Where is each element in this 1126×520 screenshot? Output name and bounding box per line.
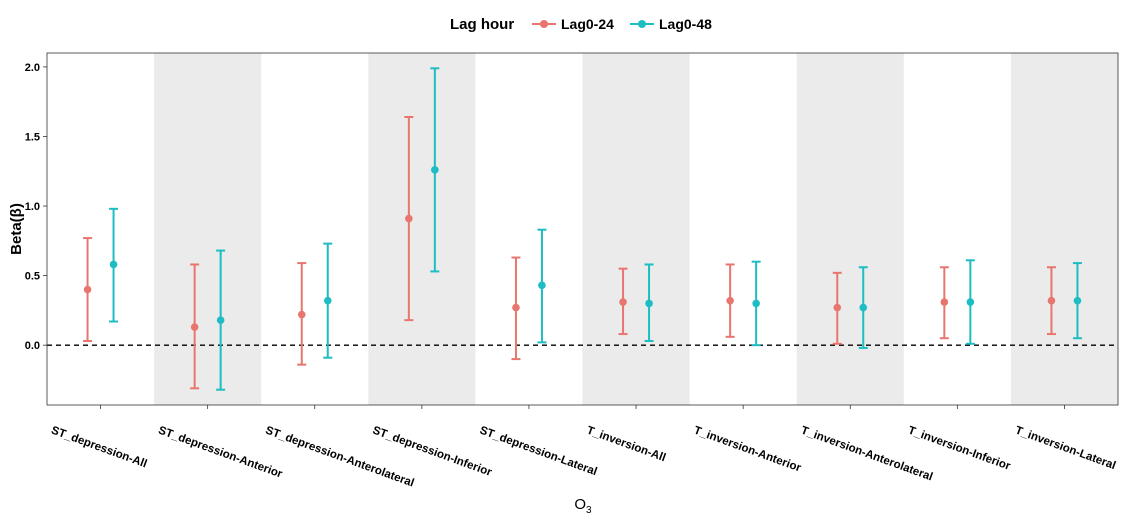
series-layer bbox=[83, 67, 1082, 391]
estimate-point bbox=[833, 303, 842, 312]
x-tick-label: T_inversion-Anterior bbox=[692, 425, 803, 475]
estimate-point bbox=[216, 316, 225, 324]
estimate-point bbox=[1047, 296, 1056, 305]
estimate-point bbox=[109, 260, 118, 269]
estimate-point bbox=[645, 299, 653, 308]
background-bands bbox=[154, 53, 1118, 405]
category-band bbox=[1010, 53, 1118, 405]
x-tick-label: T_inversion-All bbox=[585, 425, 667, 465]
y-tick-label: 1.5 bbox=[25, 131, 40, 143]
series-2 bbox=[109, 67, 1082, 391]
x-axis-title-subscript: 3 bbox=[586, 505, 592, 516]
y-tick-label: 0.5 bbox=[25, 271, 40, 283]
legend: Lag hour Lag0-24 Lag0-48 bbox=[450, 16, 712, 33]
category-band bbox=[796, 53, 904, 405]
estimate-point bbox=[940, 298, 949, 306]
y-tick-label: 0.0 bbox=[25, 340, 40, 352]
category-band bbox=[154, 53, 262, 405]
estimate-point bbox=[966, 298, 975, 306]
y-axis-title: Beta(β) bbox=[8, 203, 25, 255]
x-axis-title-main: O bbox=[574, 496, 586, 513]
estimate-point bbox=[619, 298, 627, 306]
legend-swatch-point bbox=[638, 20, 646, 28]
x-tick-label: ST_depression-Lateral bbox=[478, 425, 599, 479]
x-axis-title: O3 bbox=[574, 496, 592, 516]
estimate-point bbox=[323, 296, 332, 305]
estimate-point bbox=[752, 299, 760, 308]
y-tick-label: 1.0 bbox=[25, 201, 40, 213]
estimate-point bbox=[538, 281, 546, 290]
estimate-point bbox=[297, 310, 306, 319]
estimate-point bbox=[405, 214, 413, 223]
estimate-point bbox=[431, 166, 439, 174]
legend-item-lag0-48: Lag0-48 bbox=[630, 16, 712, 32]
legend-title: Lag hour bbox=[450, 16, 514, 33]
legend-label: Lag0-24 bbox=[561, 16, 614, 32]
x-tick-label: T_inversion-Inferior bbox=[906, 425, 1012, 473]
category-band bbox=[582, 53, 690, 405]
estimate-point bbox=[1073, 296, 1082, 305]
x-tick-label: ST_depression-All bbox=[50, 425, 149, 471]
estimate-point bbox=[726, 296, 734, 305]
estimate-point bbox=[859, 303, 868, 312]
series-1 bbox=[83, 116, 1056, 390]
x-tick-label: T_inversion-Lateral bbox=[1013, 425, 1117, 473]
category-band bbox=[368, 53, 476, 405]
y-tick-label: 2.0 bbox=[25, 62, 40, 74]
estimate-point bbox=[512, 303, 520, 312]
legend-label: Lag0-48 bbox=[659, 16, 712, 32]
legend-item-lag0-24: Lag0-24 bbox=[532, 16, 614, 32]
plot-border bbox=[46, 52, 1119, 406]
legend-swatch-point bbox=[540, 20, 548, 28]
estimate-point bbox=[190, 323, 199, 331]
estimate-point bbox=[83, 285, 92, 294]
